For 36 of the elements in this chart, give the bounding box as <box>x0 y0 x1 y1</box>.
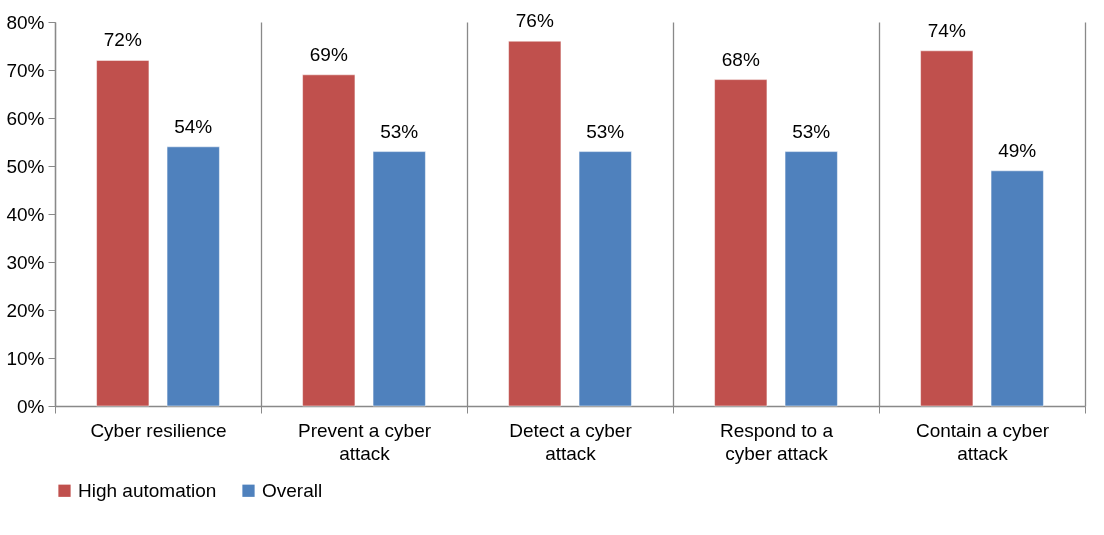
data-label: 54% <box>174 115 213 137</box>
bar <box>508 40 562 407</box>
y-tick-label: 50% <box>6 155 45 177</box>
y-tick-label: 30% <box>6 251 45 273</box>
bar <box>96 60 150 407</box>
data-label: 53% <box>586 120 625 142</box>
y-tick-label: 80% <box>6 11 45 33</box>
bar <box>990 170 1044 407</box>
bar <box>784 151 838 407</box>
y-tick-label: 40% <box>6 203 45 225</box>
data-label: 69% <box>309 43 348 65</box>
data-label: 74% <box>927 19 966 41</box>
x-tick-label: Contain a cyber attack <box>915 419 1050 464</box>
x-tick-label: Respond to a cyber attack <box>719 419 834 464</box>
data-label: 53% <box>380 120 419 142</box>
bar <box>372 151 426 407</box>
y-tick-label: 20% <box>6 299 45 321</box>
data-label: 68% <box>721 48 760 70</box>
y-tick-label: 70% <box>6 59 45 81</box>
data-label: 53% <box>792 120 831 142</box>
bar <box>166 146 220 407</box>
bar <box>302 74 356 407</box>
legend-label: High automation <box>78 479 217 501</box>
y-tick-label: 10% <box>6 347 45 369</box>
bar <box>578 151 632 407</box>
bar <box>920 50 974 407</box>
bar <box>714 79 768 407</box>
y-tick-label: 60% <box>6 107 45 129</box>
x-tick-label: Prevent a cyber attack <box>297 419 432 464</box>
x-tick-label: Detect a cyber attack <box>509 419 633 464</box>
x-tick-label: Cyber resilience <box>90 419 227 441</box>
data-label: 76% <box>515 10 554 32</box>
data-label: 72% <box>103 29 142 51</box>
legend-label: Overall <box>262 479 323 501</box>
y-tick-label: 0% <box>17 395 45 417</box>
data-label: 49% <box>998 139 1037 161</box>
